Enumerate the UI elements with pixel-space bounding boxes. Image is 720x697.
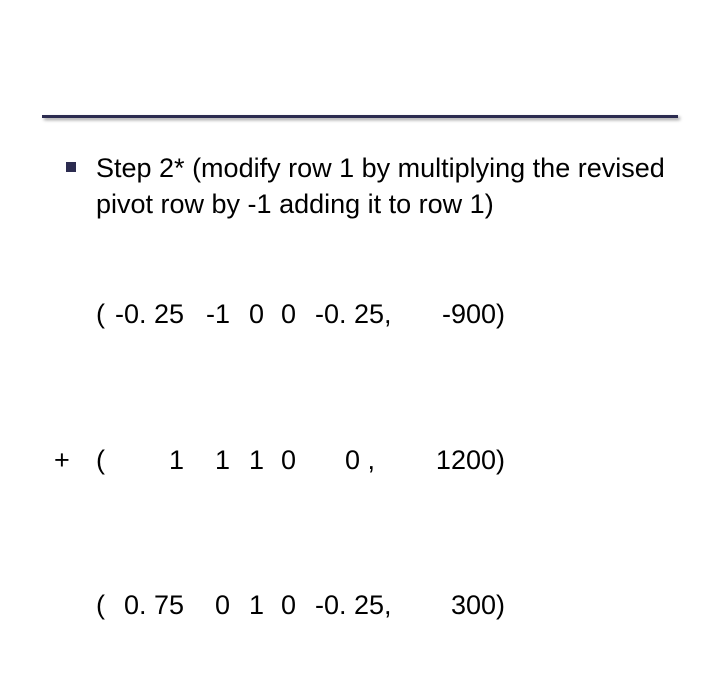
cell: 0 [184, 587, 230, 623]
left-paren: ( [96, 442, 114, 478]
cell: 0. 75 [114, 587, 184, 623]
cell: 1 [184, 442, 230, 478]
cell: 1200 [408, 442, 496, 478]
matrix-row: + ( 1 1 1 0 0 , 1200 ) [96, 442, 636, 478]
right-paren: ) [496, 296, 510, 332]
cell: -900 [408, 296, 496, 332]
cell: 300 [408, 587, 496, 623]
left-paren: ( [96, 296, 114, 332]
cell: -0. 25 [296, 587, 384, 623]
cell: 0 [264, 296, 296, 332]
matrix-row: ( 0. 75 0 1 0 -0. 25 , 300 ) [96, 587, 636, 623]
right-paren: ) [496, 587, 510, 623]
cell: 1 [114, 442, 184, 478]
comma: , [360, 442, 408, 478]
comma: , [384, 296, 408, 332]
comma: , [384, 587, 408, 623]
title-separator [42, 115, 678, 118]
matrix-block: ( -0. 25 -1 0 0 -0. 25 , -900 ) + ( 1 1 … [96, 223, 676, 697]
plus-sign: + [54, 442, 70, 478]
slide-content: Step 2* (modify row 1 by multiplying the… [96, 150, 676, 697]
cell: 0 [230, 296, 264, 332]
cell: 0 [264, 442, 296, 478]
cell: -1 [184, 296, 230, 332]
cell: -0. 25 [296, 296, 384, 332]
cell: 1 [230, 442, 264, 478]
cell: 0 [296, 442, 360, 478]
matrix-row: ( -0. 25 -1 0 0 -0. 25 , -900 ) [96, 296, 636, 332]
bullet-icon [66, 162, 76, 172]
cell: -0. 25 [114, 296, 184, 332]
left-paren: ( [96, 587, 114, 623]
step-description: Step 2* (modify row 1 by multiplying the… [96, 150, 676, 223]
cell: 1 [230, 587, 264, 623]
cell: 0 [264, 587, 296, 623]
right-paren: ) [496, 442, 510, 478]
